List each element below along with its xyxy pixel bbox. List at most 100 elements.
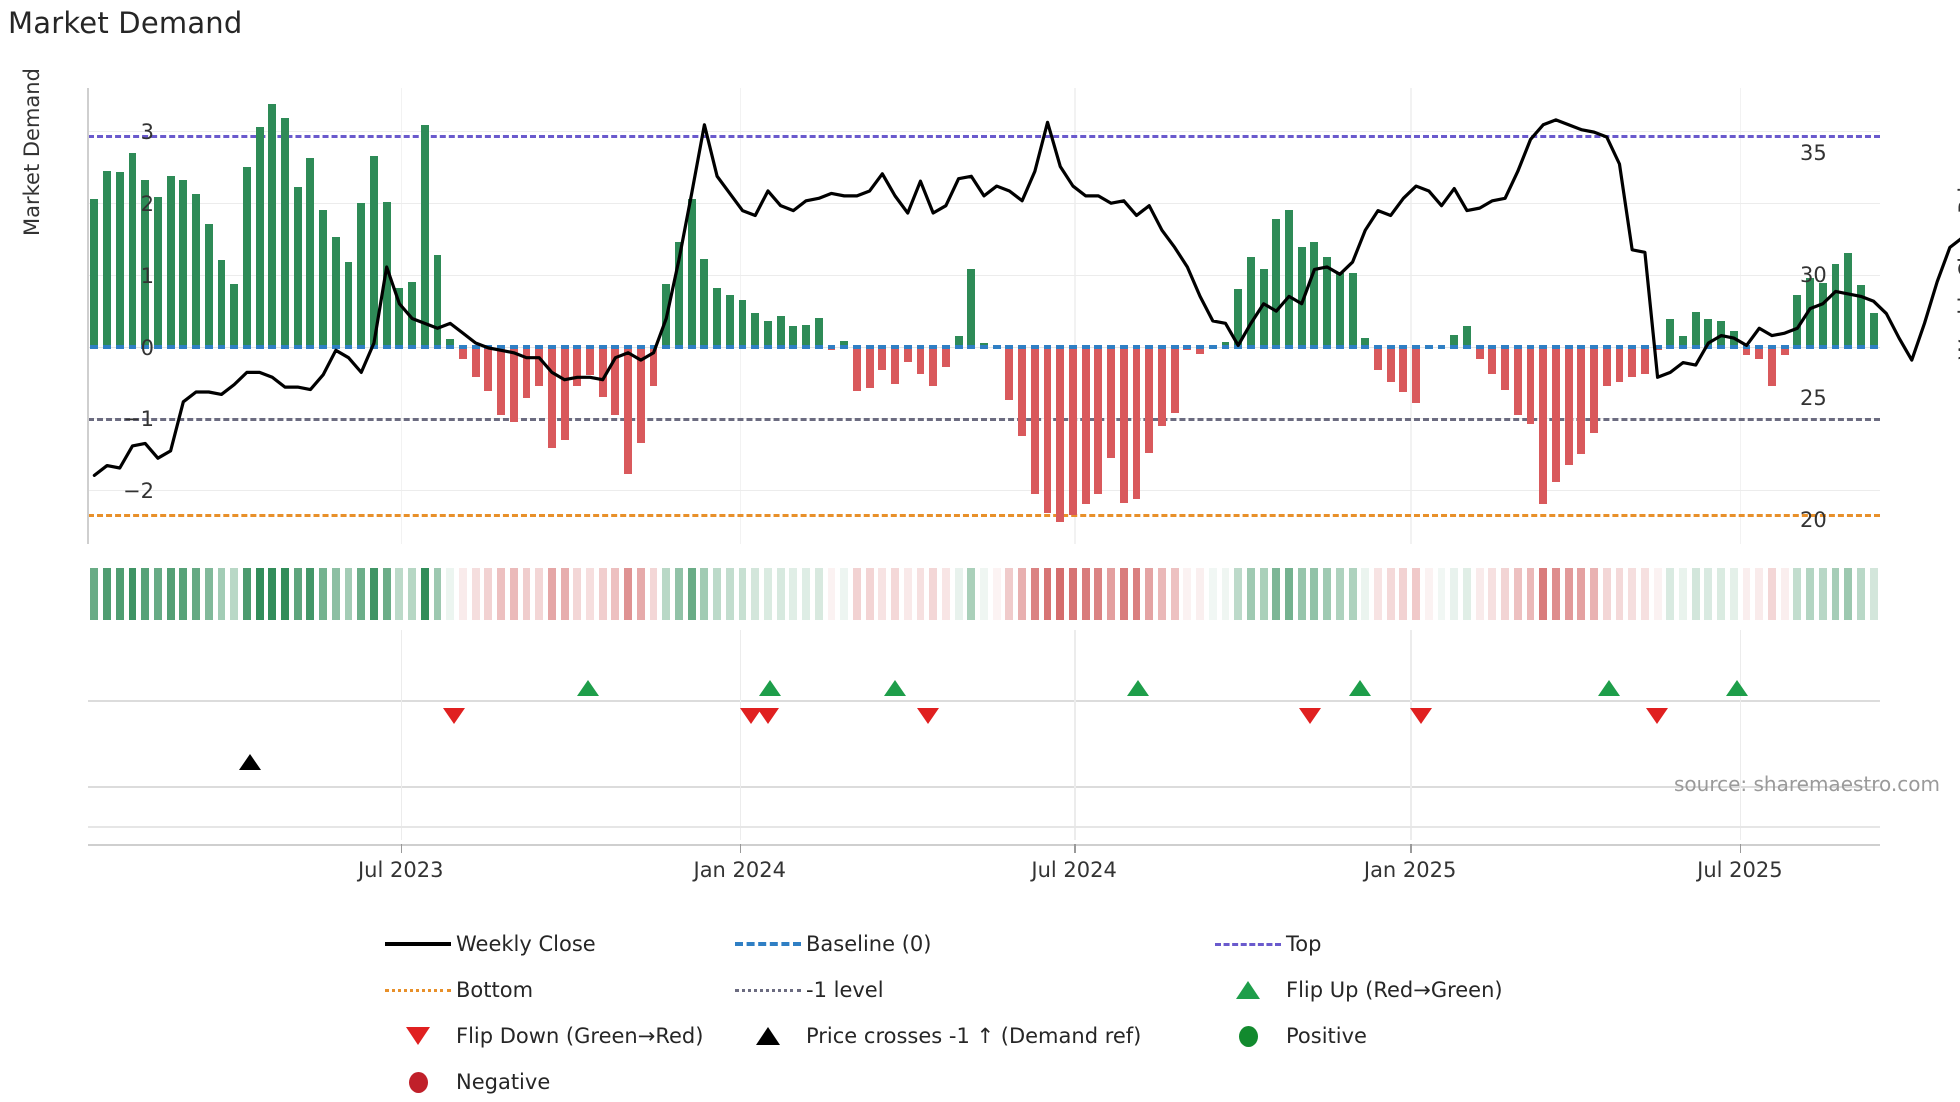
demand-bar[interactable] [1856,285,1865,347]
heatmap-cell[interactable] [1221,568,1230,620]
heatmap-cell[interactable] [1285,568,1293,620]
heatmap-cell[interactable] [1056,568,1065,620]
legend-item[interactable]: Flip Up (Red→Green) [1210,971,1640,1009]
heatmap-cell[interactable] [1208,568,1217,620]
heatmap-cell[interactable] [268,568,277,620]
demand-bar[interactable] [230,284,239,347]
demand-bar[interactable] [1335,273,1344,347]
heatmap-cell[interactable] [1246,568,1255,620]
demand-bar[interactable] [1691,312,1700,347]
heatmap-cell[interactable] [408,568,417,620]
legend-item[interactable]: Negative [380,1063,730,1101]
heatmap-cell[interactable] [535,568,544,620]
demand-bar[interactable] [586,346,594,376]
demand-bar[interactable] [1107,346,1116,458]
demand-bar[interactable] [725,294,734,347]
heatmap-cell[interactable] [598,568,607,620]
heatmap-cell[interactable] [700,568,709,620]
demand-bar[interactable] [497,346,505,415]
demand-bar[interactable] [852,346,861,392]
heatmap-cell[interactable] [764,568,772,620]
demand-bar[interactable] [1602,346,1611,386]
heatmap-cell[interactable] [1183,568,1192,620]
demand-bar[interactable] [1005,346,1014,401]
demand-bar[interactable] [370,155,378,347]
demand-bar[interactable] [1170,346,1179,413]
heatmap-cell[interactable] [547,568,556,620]
heatmap-cell[interactable] [1653,568,1662,620]
heatmap-cell[interactable] [1069,568,1077,620]
demand-bar[interactable] [1310,242,1319,347]
heatmap-cell[interactable] [992,568,1001,620]
heatmap-cell[interactable] [90,568,99,620]
heatmap-cell[interactable] [1768,568,1776,620]
heatmap-cell[interactable] [1691,568,1700,620]
flip-up-marker[interactable] [576,680,599,696]
heatmap-cell[interactable] [916,568,925,620]
demand-bar[interactable] [153,197,162,347]
demand-bar[interactable] [1196,346,1204,354]
price-cross-marker[interactable] [239,754,262,770]
heatmap-cell[interactable] [497,568,505,620]
heatmap-cell[interactable] [255,568,264,620]
heatmap-cell[interactable] [1005,568,1014,620]
demand-bar[interactable] [700,258,709,347]
heatmap-cell[interactable] [687,568,696,620]
legend-item[interactable]: Positive [1210,1017,1640,1055]
heatmap-cell[interactable] [941,568,950,620]
heatmap-cell[interactable] [1386,568,1395,620]
demand-bar[interactable] [166,176,175,347]
legend-item[interactable]: Top [1210,925,1640,963]
demand-bar[interactable] [242,166,251,347]
heatmap-cell[interactable] [1577,568,1586,620]
demand-bar[interactable] [141,179,150,347]
heatmap-cell[interactable] [1729,568,1738,620]
demand-bar[interactable] [1577,346,1586,455]
demand-bar[interactable] [1564,346,1573,465]
heatmap-cell[interactable] [980,568,988,620]
demand-bar[interactable] [1590,346,1598,433]
demand-bar[interactable] [1666,319,1675,347]
heatmap-cell[interactable] [1704,568,1713,620]
heatmap-cell[interactable] [776,568,785,620]
demand-bar[interactable] [1081,346,1090,505]
heatmap-cell[interactable] [1615,568,1624,620]
heatmap-cell[interactable] [522,568,531,620]
heatmap-cell[interactable] [306,568,315,620]
flip-up-marker[interactable] [884,680,907,696]
demand-bar[interactable] [90,199,99,347]
demand-bar[interactable] [624,346,633,475]
heatmap-cell[interactable] [1831,568,1840,620]
demand-bar[interactable] [1679,336,1687,347]
flip-up-marker[interactable] [1598,680,1621,696]
heatmap-cell[interactable] [153,568,162,620]
legend-item[interactable]: -1 level [730,971,1210,1009]
heatmap-cell[interactable] [1539,568,1548,620]
heatmap-cell[interactable] [878,568,887,620]
legend-item[interactable]: Baseline (0) [730,925,1210,963]
demand-bar[interactable] [1551,346,1560,482]
demand-bar[interactable] [738,299,747,347]
heatmap-cell[interactable] [738,568,747,620]
heatmap-cell[interactable] [370,568,378,620]
heatmap-cell[interactable] [1437,568,1446,620]
demand-bar[interactable] [1793,294,1802,347]
heatmap-cell[interactable] [1323,568,1332,620]
demand-bar[interactable] [458,346,467,360]
heatmap-cell[interactable] [281,568,289,620]
heatmap-cell[interactable] [1348,568,1357,620]
demand-bar[interactable] [433,254,442,347]
heatmap-cell[interactable] [636,568,645,620]
heatmap-cell[interactable] [1780,568,1789,620]
demand-bar[interactable] [1348,273,1357,347]
demand-bar[interactable] [1513,346,1522,415]
heatmap-cell[interactable] [1590,568,1598,620]
flip-up-marker[interactable] [1349,680,1372,696]
heatmap-cell[interactable] [1310,568,1319,620]
heatmap-cell[interactable] [1450,568,1459,620]
heatmap-cell[interactable] [1806,568,1815,620]
heatmap-cell[interactable] [471,568,480,620]
demand-bar[interactable] [446,339,455,347]
heatmap-cell[interactable] [624,568,633,620]
demand-bar[interactable] [1831,263,1840,347]
